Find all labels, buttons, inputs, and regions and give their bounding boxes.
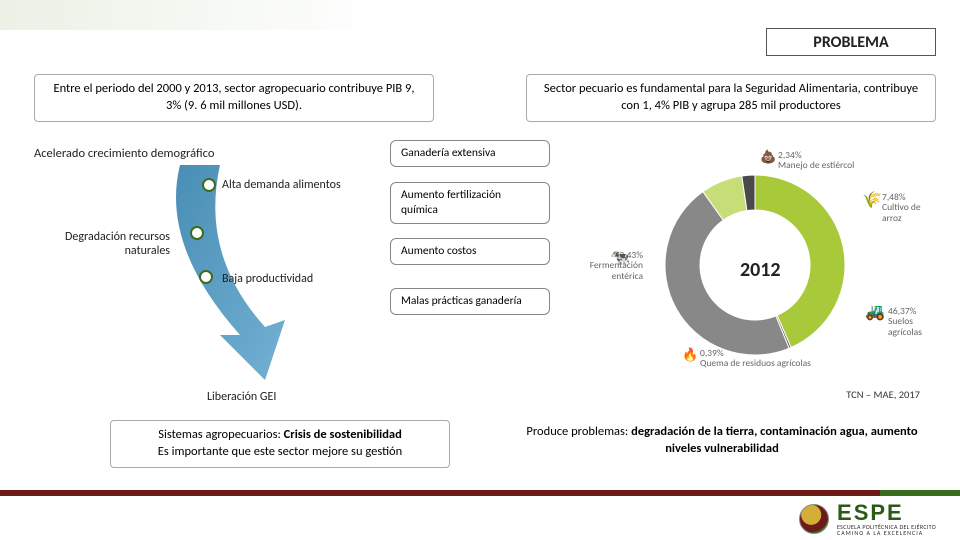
- txt1: Quema de residuos agrícolas: [700, 357, 811, 369]
- title-box: PROBLEMA: [766, 28, 936, 56]
- label-degradacion: Degradación recursos naturales: [40, 230, 170, 258]
- bnr-bold: degradación de la tierra, contaminación …: [631, 424, 917, 456]
- lbl-arroz: 7,48% Cultivo de arroz: [882, 192, 930, 223]
- box-malas-practicas: Malas prácticas ganadería: [390, 288, 550, 315]
- box-costos: Aumento costos: [390, 238, 550, 265]
- bnl-line2: Es importante que este sector mejore su …: [158, 444, 402, 459]
- box-ganaderia: Ganadería extensiva: [390, 140, 550, 167]
- box-malas-practicas-text: Malas prácticas ganadería: [401, 294, 522, 308]
- logo: ESPE ESCUELA POLITÉCNICA DEL EJÉRCITO CA…: [799, 502, 936, 536]
- box-fertilizacion: Aumento fertilización química: [390, 182, 550, 224]
- top-gradient: [0, 0, 960, 30]
- fire-icon: 🔥: [682, 348, 698, 363]
- tractor-icon: 🚜: [865, 302, 885, 322]
- bnr-pre: Produce problemas:: [526, 424, 631, 439]
- logo-name: ESPE: [837, 502, 936, 524]
- chart-center-year: 2012: [740, 258, 781, 282]
- txt4: Manejo de estiércol: [778, 159, 854, 171]
- box-costos-text: Aumento costos: [401, 244, 476, 258]
- box-ganaderia-text: Ganadería extensiva: [401, 146, 496, 160]
- title-text: PROBLEMA: [813, 33, 888, 52]
- label-baja-prod: Baja productividad: [222, 272, 313, 286]
- lbl-quema: 0,39% Quema de residuos agrícolas: [700, 348, 811, 369]
- label-acelerado: Acelerado crecimiento demográfico: [34, 146, 214, 161]
- manure-icon: 💩: [760, 150, 776, 165]
- footer-bar: [0, 490, 960, 496]
- txt3: Cultivo de arroz: [882, 201, 921, 223]
- lbl-suelos: 46,37% Suelos agrícolas: [888, 306, 930, 337]
- citation: TCN – MAE, 2017: [846, 388, 920, 401]
- lbl-fermentacion: 43,43% Fermentación entérica: [578, 250, 643, 281]
- bnl-line1a: Sistemas agropecuarios:: [158, 427, 283, 442]
- info-left-text: Entre el periodo del 2000 y 2013, sector…: [53, 81, 414, 113]
- bottom-note-left: Sistemas agropecuarios: Crisis de sosten…: [110, 420, 450, 468]
- lbl-estiercol: 2,34% Manejo de estiércol: [778, 150, 854, 171]
- txt2: Suelos agrícolas: [888, 315, 922, 337]
- emissions-donut-chart: 2012 🐄 43,43% Fermentación entérica 🔥 0,…: [610, 150, 930, 370]
- bottom-note-right: Produce problemas: degradación de la tie…: [522, 424, 922, 458]
- info-box-left: Entre el periodo del 2000 y 2013, sector…: [34, 74, 434, 122]
- info-box-right: Sector pecuario es fundamental para la S…: [526, 74, 936, 122]
- bnl-line1b: Crisis de sostenibilidad: [284, 427, 402, 442]
- txt0: Fermentación entérica: [590, 259, 643, 281]
- info-right-text: Sector pecuario es fundamental para la S…: [544, 81, 918, 113]
- logo-shield-icon: [799, 504, 829, 534]
- box-fertilizacion-text: Aumento fertilización química: [401, 188, 501, 217]
- label-alta-demanda: Alta demanda alimentos: [222, 178, 341, 192]
- rice-icon: 🌾: [862, 190, 882, 210]
- label-liberacion: Liberación GEI: [207, 390, 276, 404]
- logo-sub2: CAMINO A LA EXCELENCIA: [837, 530, 936, 536]
